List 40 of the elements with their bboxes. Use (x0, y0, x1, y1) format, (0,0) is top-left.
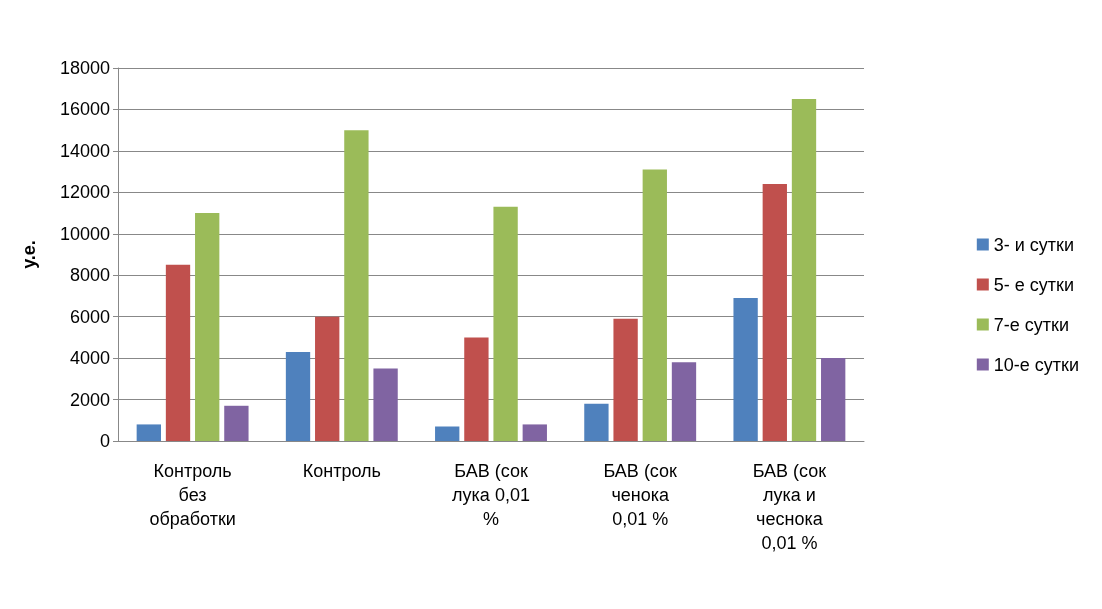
y-tick-label: 18000 (59, 58, 110, 78)
y-tick-label: 8000 (69, 265, 110, 286)
bar (165, 264, 191, 441)
x-tick-label: БАВ (сок ченока 0,01 % (603, 461, 678, 529)
y-axis-title: у.е. (19, 240, 39, 269)
y-tick-label: 12000 (59, 182, 110, 203)
x-tick-label: БАВ (сок лука 0,01 % (452, 461, 530, 529)
legend-label: 5- е сутки (993, 274, 1074, 295)
bar (584, 403, 609, 441)
bar (522, 424, 547, 441)
legend-label: 7-е сутки (993, 314, 1069, 335)
x-tick-label: Контроль без обработки (149, 461, 236, 529)
y-tick-label: 10000 (59, 223, 110, 244)
bar (373, 368, 398, 441)
bar (642, 169, 667, 441)
y-tick-label: 16000 (59, 99, 110, 120)
y-tick-label: 4000 (69, 348, 110, 369)
x-tick-label: БАВ (сок лука и чеснока 0,01 % (752, 461, 827, 553)
bar (613, 318, 638, 441)
bar (224, 405, 249, 441)
bar (791, 99, 817, 441)
bar (464, 337, 489, 441)
y-tick-label: 14000 (59, 140, 110, 161)
y-tick-label: 2000 (69, 389, 110, 410)
bar (315, 316, 340, 441)
y-tick-label: 0 (99, 431, 110, 451)
bar (733, 298, 758, 441)
bar (821, 358, 846, 441)
bar (762, 184, 787, 441)
x-tick-label: Контроль (302, 461, 381, 481)
bar (435, 426, 460, 441)
bar (195, 213, 220, 441)
bar (671, 362, 697, 441)
legend-label: 3- и сутки (993, 234, 1075, 255)
bar (285, 351, 311, 441)
y-tick-label: 6000 (69, 306, 110, 327)
legend-label: 10-е сутки (993, 354, 1079, 375)
bar (493, 206, 518, 441)
bar (344, 130, 369, 441)
bar (136, 424, 161, 441)
